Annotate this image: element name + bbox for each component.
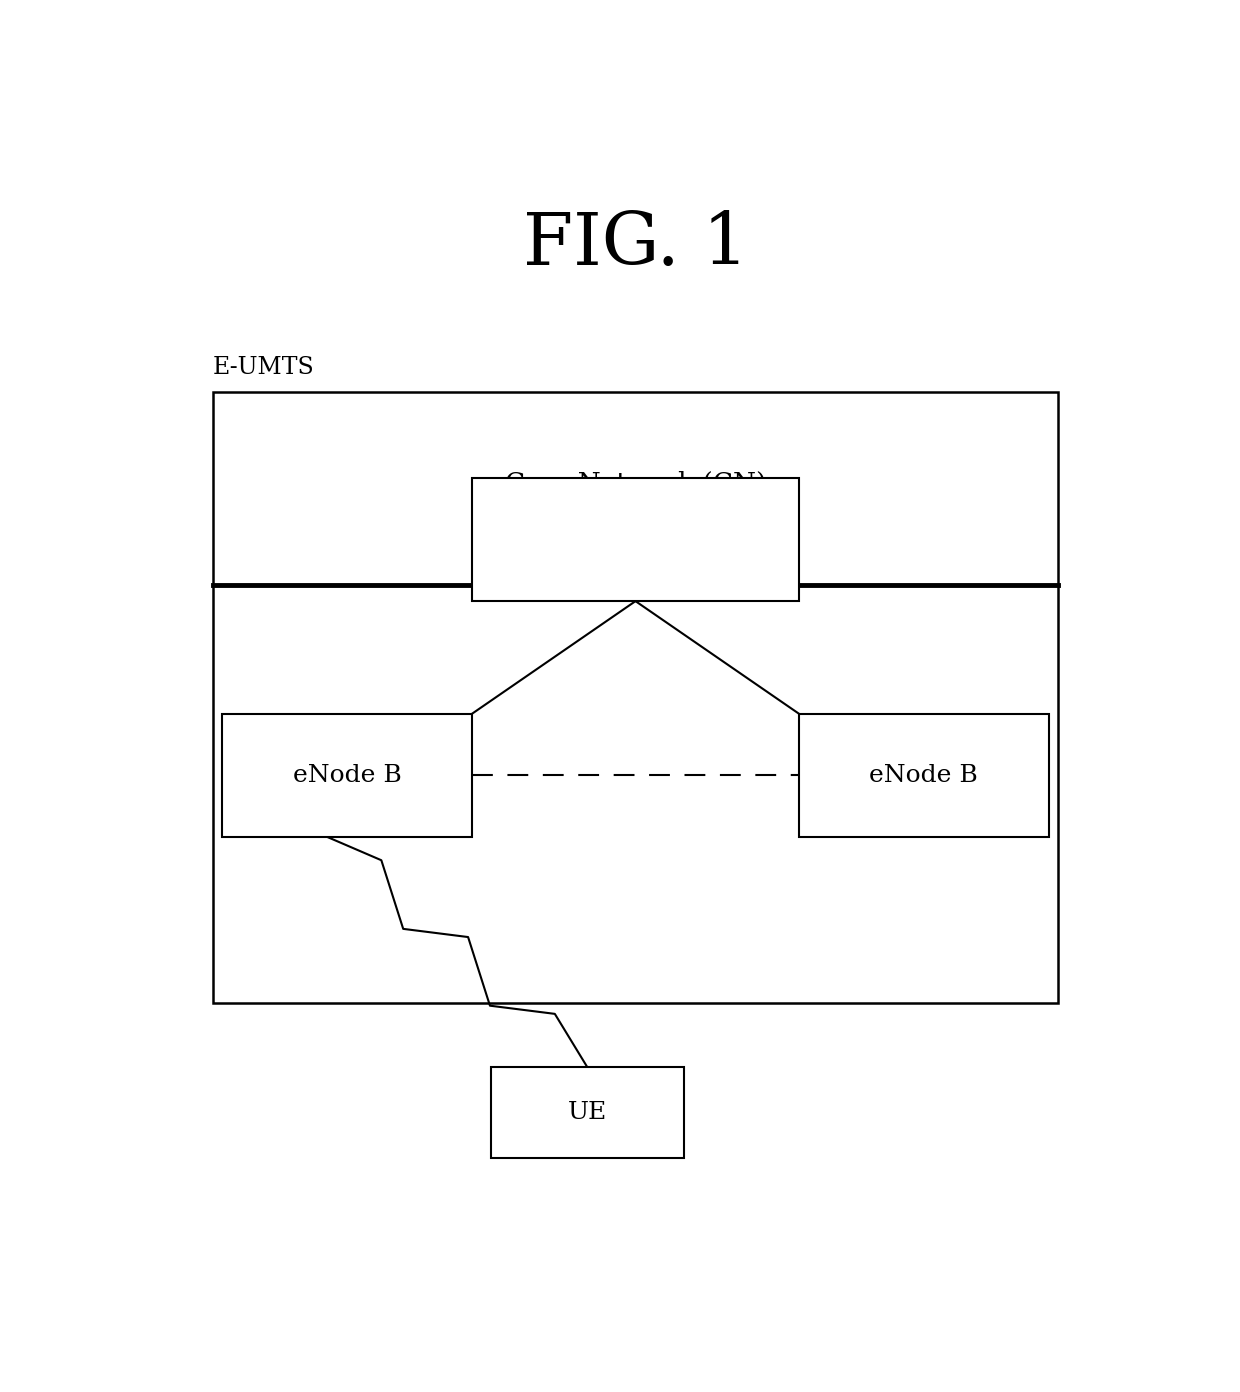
Bar bbox=[799, 714, 1049, 837]
Text: Core Network (CN): Core Network (CN) bbox=[505, 472, 766, 497]
Bar bbox=[491, 1068, 683, 1158]
Bar bbox=[472, 477, 799, 601]
Bar bbox=[213, 393, 1058, 1004]
Text: FIG. 1: FIG. 1 bbox=[523, 210, 748, 280]
Text: Access Gateway (AG): Access Gateway (AG) bbox=[500, 528, 771, 551]
Text: eNode B: eNode B bbox=[869, 764, 978, 786]
Bar bbox=[222, 714, 472, 837]
Text: UE: UE bbox=[568, 1101, 608, 1125]
Text: E-UMTS: E-UMTS bbox=[213, 356, 315, 379]
Text: eNode B: eNode B bbox=[293, 764, 402, 786]
